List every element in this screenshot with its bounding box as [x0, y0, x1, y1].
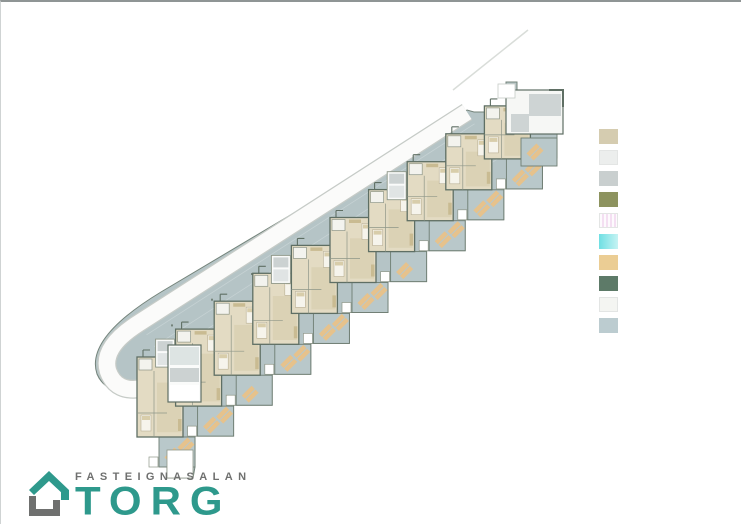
boundary-line — [452, 29, 529, 91]
brand-logo: FASTEIGNASALAN TORG — [28, 468, 252, 523]
lounge-chairs — [486, 190, 504, 208]
lounge-chairs — [293, 344, 311, 362]
bed — [488, 136, 499, 154]
legend-swatch-blue-gray-deck — [599, 318, 618, 333]
legend-swatch-olive-green — [599, 192, 618, 207]
lounge-chairs — [331, 313, 349, 331]
top-building — [497, 83, 564, 167]
terrace — [467, 189, 505, 221]
legend-swatch-cyan — [599, 234, 618, 249]
bed — [217, 352, 229, 370]
legend-swatch-beige-floor — [599, 129, 618, 144]
lounge-chairs — [473, 200, 491, 218]
legend-swatch-near-white — [599, 297, 618, 312]
bed — [410, 198, 422, 215]
bed — [333, 260, 345, 277]
bed — [295, 291, 306, 308]
porch — [225, 394, 236, 406]
bathroom — [447, 135, 462, 148]
lounge-chairs — [318, 323, 336, 341]
lounge-chairs — [434, 231, 452, 249]
porch — [418, 240, 429, 252]
bathroom — [177, 330, 191, 343]
bed — [256, 321, 268, 339]
lounge-chairs — [241, 385, 259, 403]
bathroom — [138, 358, 153, 371]
unit-cluster — [445, 126, 505, 221]
legend-swatch-gray — [599, 171, 618, 186]
bed — [140, 414, 152, 432]
lounge-chairs — [280, 354, 298, 372]
porch — [187, 425, 197, 437]
porch — [496, 178, 506, 190]
lounge-chairs — [447, 221, 465, 239]
terrace — [235, 374, 273, 406]
house-icon — [29, 471, 69, 516]
bathroom — [486, 107, 500, 120]
bathroom — [215, 302, 230, 315]
lounge-chairs — [216, 406, 234, 424]
bathroom — [370, 191, 384, 203]
legend-swatch-sand-tan — [599, 255, 618, 270]
logo-text: FASTEIGNASALAN TORG — [75, 468, 252, 523]
lounge-chairs — [203, 416, 221, 434]
access-road — [97, 104, 473, 399]
bathroom — [254, 274, 269, 287]
porch — [303, 333, 313, 344]
legend-swatch-pink-stripe — [599, 213, 618, 228]
terrace — [390, 251, 428, 283]
brand-name-small: FASTEIGNASALAN — [75, 471, 252, 483]
brand-name-large: TORG — [75, 478, 232, 523]
unit-cluster — [386, 154, 466, 252]
unit-cluster — [213, 293, 273, 406]
bathroom — [331, 219, 346, 231]
bathroom — [293, 247, 307, 259]
legend-swatch-dark-green — [599, 276, 618, 291]
porch — [264, 363, 275, 375]
bed — [449, 167, 461, 185]
entry-porch — [166, 449, 194, 479]
legend — [599, 129, 619, 339]
lounge-chairs — [370, 283, 388, 300]
lounge-chairs — [357, 293, 375, 310]
bed — [372, 229, 383, 246]
lounge-chairs — [511, 169, 529, 187]
lounge-chairs — [396, 262, 414, 280]
legend-swatch-light-gray — [599, 150, 618, 165]
porch — [148, 456, 159, 468]
bathroom — [408, 163, 423, 176]
porch — [341, 302, 352, 313]
porch — [457, 209, 468, 221]
porch — [380, 271, 390, 282]
lobby-block — [167, 344, 202, 403]
